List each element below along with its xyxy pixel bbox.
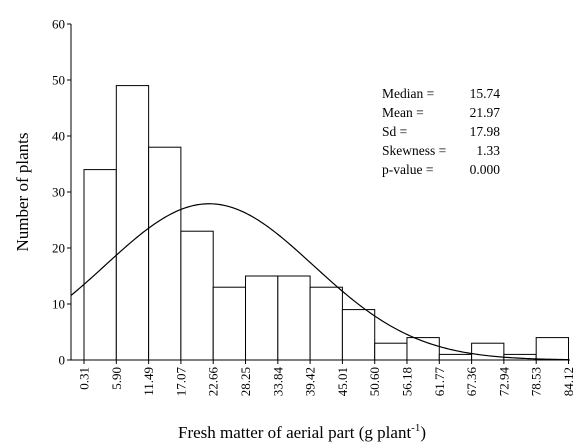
x-tick-label: 50.60 — [367, 367, 382, 396]
histogram-bar — [342, 310, 374, 360]
stat-value: 17.98 — [470, 124, 501, 139]
histogram-bar — [213, 287, 245, 360]
y-ticks-group: 0 10 20 30 40 50 60 — [52, 17, 71, 368]
histogram-bar — [375, 343, 407, 360]
x-tick-label: 84.12 — [561, 367, 576, 396]
y-axis-title: Number of plants — [13, 133, 32, 252]
histogram-bar — [472, 343, 504, 360]
y-tick-label: 60 — [52, 17, 65, 32]
x-tick-label: 78.53 — [529, 367, 544, 396]
stat-value: 0.000 — [470, 162, 501, 177]
x-axis-title-superscript: -1 — [411, 422, 420, 434]
x-tick-label: 45.01 — [335, 367, 350, 396]
histogram-bar — [181, 231, 213, 360]
stat-value: 21.97 — [470, 105, 501, 120]
x-tick-label: 33.84 — [270, 367, 285, 397]
stat-label: Median = — [382, 86, 434, 101]
y-tick-label: 50 — [52, 73, 65, 88]
x-tick-label: 72.94 — [496, 367, 511, 397]
y-tick-label: 30 — [52, 185, 65, 200]
x-tick-label: 56.18 — [399, 367, 414, 396]
x-tick-label: 61.77 — [432, 367, 447, 397]
x-tick-label: 67.36 — [464, 367, 479, 397]
stat-label: Mean = — [382, 105, 424, 120]
histogram-bar — [84, 170, 116, 360]
x-axis-title-main: Fresh matter of aerial part (g plant — [178, 423, 411, 442]
histogram-bar — [278, 276, 310, 360]
y-tick-label: 20 — [52, 241, 65, 256]
histogram-bar — [439, 354, 471, 360]
y-tick-label: 40 — [52, 129, 65, 144]
histogram-bar — [246, 276, 278, 360]
histogram-bar — [149, 147, 181, 360]
x-ticks-group: 0.31 5.90 11.49 17.07 22.66 28.25 33.84 39.42 45… — [77, 360, 577, 396]
x-tick-label: 28.25 — [238, 367, 253, 396]
x-tick-label: 0.31 — [77, 367, 92, 390]
stats-box: Median = 15.74 Mean = 21.97 Sd = 17.98 Skewnes… — [382, 86, 500, 177]
y-tick-label: 10 — [52, 297, 65, 312]
stat-value: 1.33 — [476, 143, 500, 158]
histogram-bar — [310, 287, 342, 360]
x-axis-title-end: ) — [420, 423, 426, 442]
x-tick-label: 39.42 — [303, 367, 318, 396]
stat-label: Skewness = — [382, 143, 446, 158]
histogram-bar — [116, 86, 148, 360]
y-tick-label: 0 — [59, 353, 66, 368]
x-tick-label: 22.66 — [206, 367, 221, 397]
x-tick-label: 5.90 — [109, 367, 124, 390]
stat-value: 15.74 — [470, 86, 501, 101]
histogram-bar — [536, 338, 568, 360]
x-tick-label: 11.49 — [141, 367, 156, 396]
stat-label: p-value = — [382, 162, 433, 177]
x-tick-label: 17.07 — [173, 367, 188, 397]
stat-label: Sd = — [382, 124, 407, 139]
x-axis-title: Fresh matter of aerial part (g plant-1) — [178, 422, 426, 442]
